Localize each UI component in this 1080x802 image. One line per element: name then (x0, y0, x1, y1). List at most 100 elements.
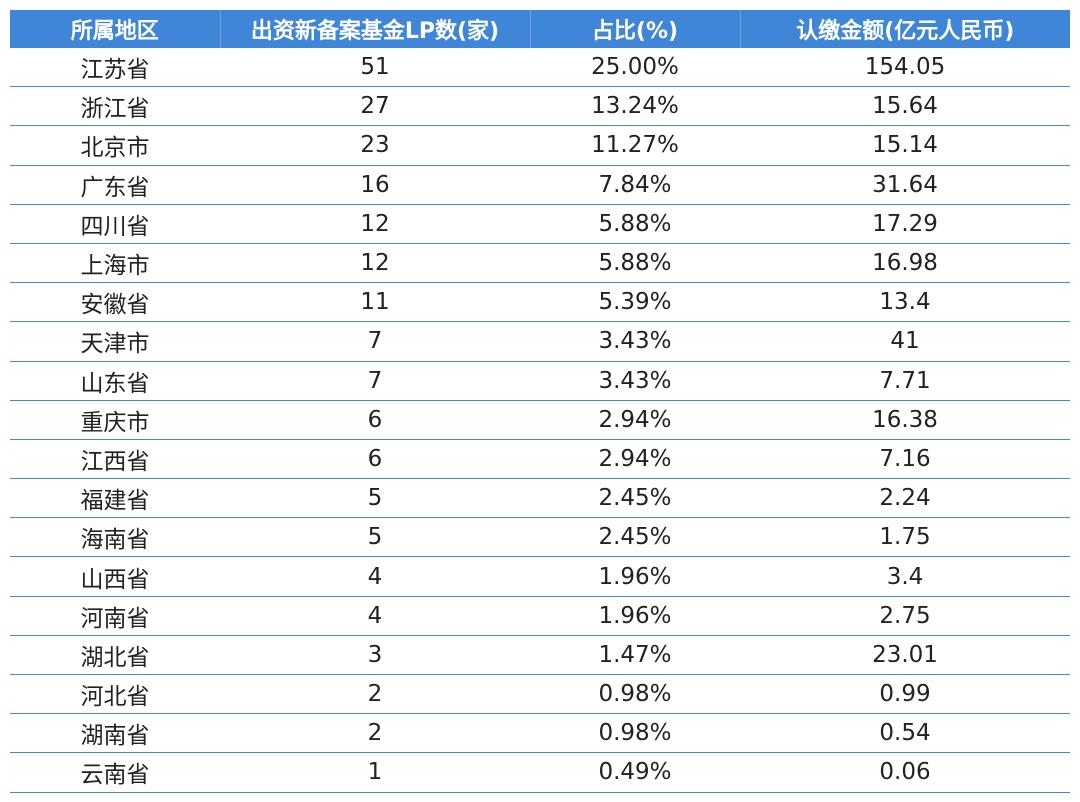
table-cell: 3.4 (740, 556, 1070, 597)
table-row: 上海市 12 5.88% 16.98 (10, 243, 1070, 284)
table-row: 河南省 4 1.96% 2.75 (10, 596, 1070, 636)
table-cell: 0.49% (530, 752, 740, 793)
table-cell: 4 (220, 556, 530, 597)
table-row: 江西省 6 2.94% 7.16 (10, 439, 1070, 480)
table-cell: 2.24 (740, 478, 1070, 519)
column-header: 认缴金额(亿元人民币) (739, 10, 1070, 48)
column-header: 所属地区 (10, 10, 220, 48)
table-cell: 四川省 (10, 204, 220, 244)
table-cell: 23.01 (740, 635, 1070, 676)
table-row: 湖北省 3 1.47% 23.01 (10, 635, 1070, 676)
table-row: 四川省 12 5.88% 17.29 (10, 204, 1070, 244)
table-cell: 7.71 (740, 361, 1070, 401)
table-cell: 0.06 (740, 752, 1070, 793)
table-cell: 3 (220, 635, 530, 676)
table-cell: 福建省 (10, 478, 220, 519)
table-cell: 1.75 (740, 517, 1070, 558)
table-cell: 2 (220, 713, 530, 754)
table-row: 浙江省 27 13.24% 15.64 (10, 86, 1070, 127)
table-cell: 16.98 (740, 243, 1070, 284)
table-cell: 7.16 (740, 439, 1070, 480)
table-cell: 51 (220, 48, 530, 88)
table-cell: 江西省 (10, 439, 220, 480)
table-row: 山西省 4 1.96% 3.4 (10, 556, 1070, 597)
table-cell: 12 (220, 243, 530, 284)
table-cell: 1.47% (530, 635, 740, 676)
table-cell: 41 (740, 321, 1070, 362)
table-cell: 3.43% (530, 321, 740, 362)
lp-region-table: 所属地区 出资新备案基金LP数(家) 占比(%) 认缴金额(亿元人民币) 江苏省 51 2… (10, 10, 1070, 793)
table-cell: 2.45% (530, 478, 740, 519)
table-cell: 13.24% (530, 86, 740, 127)
table-cell: 0.54 (740, 713, 1070, 754)
table-cell: 5.88% (530, 204, 740, 244)
table-row: 湖南省 2 0.98% 0.54 (10, 713, 1070, 754)
table-cell: 6 (220, 400, 530, 440)
table-cell: 3.43% (530, 361, 740, 401)
table-cell: 15.14 (740, 125, 1070, 166)
table-row: 重庆市 6 2.94% 16.38 (10, 400, 1070, 440)
table-cell: 23 (220, 125, 530, 166)
table-cell: 云南省 (10, 752, 220, 793)
table-row: 北京市 23 11.27% 15.14 (10, 125, 1070, 166)
table-row: 山东省 7 3.43% 7.71 (10, 361, 1070, 401)
table-cell: 7.84% (530, 165, 740, 205)
table-cell: 浙江省 (10, 86, 220, 127)
table-cell: 11 (220, 282, 530, 323)
table-cell: 1 (220, 752, 530, 793)
table-cell: 16 (220, 165, 530, 205)
table-cell: 上海市 (10, 243, 220, 284)
column-header: 出资新备案基金LP数(家) (219, 10, 530, 48)
table-cell: 2.94% (530, 439, 740, 480)
table-cell: 2.45% (530, 517, 740, 558)
table-cell: 安徽省 (10, 282, 220, 323)
table-cell: 5.39% (530, 282, 740, 323)
table-row: 江苏省 51 25.00% 154.05 (10, 48, 1070, 88)
table-cell: 154.05 (740, 48, 1070, 88)
table-cell: 河北省 (10, 674, 220, 715)
table-cell: 0.98% (530, 674, 740, 715)
table-cell: 7 (220, 361, 530, 401)
table-cell: 1.96% (530, 596, 740, 636)
table-cell: 湖南省 (10, 713, 220, 754)
table-cell: 海南省 (10, 517, 220, 558)
table-cell: 广东省 (10, 165, 220, 205)
table-cell: 15.64 (740, 86, 1070, 127)
table-row: 广东省 16 7.84% 31.64 (10, 165, 1070, 205)
table-cell: 江苏省 (10, 48, 220, 88)
table-row: 河北省 2 0.98% 0.99 (10, 674, 1070, 715)
table-cell: 31.64 (740, 165, 1070, 205)
table-row: 云南省 1 0.49% 0.06 (10, 752, 1070, 793)
table-cell: 6 (220, 439, 530, 480)
table-cell: 山西省 (10, 556, 220, 597)
table-cell: 11.27% (530, 125, 740, 166)
table-cell: 27 (220, 86, 530, 127)
column-header: 占比(%) (529, 10, 740, 48)
table-cell: 5 (220, 478, 530, 519)
table-cell: 25.00% (530, 48, 740, 88)
header-row: 所属地区 出资新备案基金LP数(家) 占比(%) 认缴金额(亿元人民币) (10, 10, 1070, 48)
table-cell: 12 (220, 204, 530, 244)
table-cell: 5 (220, 517, 530, 558)
table-row: 安徽省 11 5.39% 13.4 (10, 282, 1070, 323)
table-cell: 北京市 (10, 125, 220, 166)
table-cell: 0.99 (740, 674, 1070, 715)
table-cell: 17.29 (740, 204, 1070, 244)
table-cell: 重庆市 (10, 400, 220, 440)
table-row: 海南省 5 2.45% 1.75 (10, 517, 1070, 558)
table-cell: 13.4 (740, 282, 1070, 323)
table-cell: 16.38 (740, 400, 1070, 440)
table-cell: 河南省 (10, 596, 220, 636)
table-cell: 2.75 (740, 596, 1070, 636)
table-cell: 湖北省 (10, 635, 220, 676)
table-row: 天津市 7 3.43% 41 (10, 321, 1070, 362)
table-cell: 天津市 (10, 321, 220, 362)
table-cell: 山东省 (10, 361, 220, 401)
table-cell: 7 (220, 321, 530, 362)
table-row: 福建省 5 2.45% 2.24 (10, 478, 1070, 519)
table-cell: 2 (220, 674, 530, 715)
table-cell: 1.96% (530, 556, 740, 597)
table-cell: 4 (220, 596, 530, 636)
table-cell: 5.88% (530, 243, 740, 284)
table-cell: 2.94% (530, 400, 740, 440)
